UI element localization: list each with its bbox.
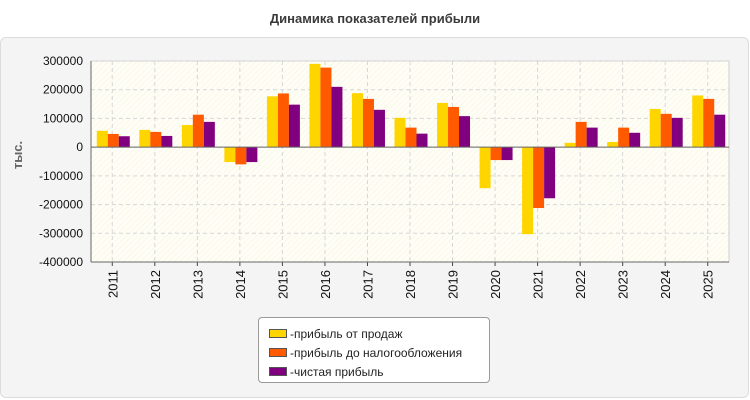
legend-prefix: - xyxy=(290,364,294,379)
bar xyxy=(459,116,471,148)
legend-swatch-pretax-profit xyxy=(269,348,287,357)
y-tick-label: 0 xyxy=(76,140,83,154)
bar xyxy=(309,63,321,148)
bar xyxy=(692,95,704,148)
bar xyxy=(416,133,428,148)
bar xyxy=(150,131,162,148)
bar xyxy=(501,147,513,161)
axes: 300000 200000 100000 0 -100000 -200000 -300000… xyxy=(39,54,729,299)
bar xyxy=(192,114,204,148)
legend-prefix: - xyxy=(290,326,294,341)
bar xyxy=(288,104,300,148)
bar xyxy=(277,93,289,148)
bar xyxy=(448,106,460,148)
bar xyxy=(649,108,661,148)
x-tick-label: 2012 xyxy=(148,270,163,299)
x-tick-label: 2017 xyxy=(360,270,375,299)
bar xyxy=(107,133,119,148)
bar xyxy=(203,121,215,148)
bar xyxy=(373,109,385,148)
legend-item-pretax-profit: - прибыль до налогообложения xyxy=(269,343,489,362)
y-tick-label: 200000 xyxy=(43,83,83,97)
bar xyxy=(235,147,247,165)
x-tick-label: 2015 xyxy=(275,270,290,299)
bar xyxy=(660,113,672,148)
bar xyxy=(479,147,491,189)
legend-item-net-profit: - чистая прибыль xyxy=(269,362,489,381)
bar xyxy=(544,147,556,199)
legend-swatch-sales-profit xyxy=(269,329,287,338)
bar xyxy=(362,98,374,148)
bar xyxy=(118,136,130,148)
bar xyxy=(522,147,534,235)
x-tick-label: 2016 xyxy=(318,270,333,299)
x-tick-label: 2011 xyxy=(105,270,120,298)
legend: - прибыль от продаж - прибыль до налогоо… xyxy=(258,317,490,383)
bar xyxy=(575,121,587,148)
bar xyxy=(618,127,630,148)
y-tick-label: -400000 xyxy=(39,255,83,269)
bar xyxy=(394,117,406,148)
legend-swatch-net-profit xyxy=(269,367,287,376)
bar xyxy=(714,114,726,148)
bars xyxy=(96,63,726,235)
legend-prefix: - xyxy=(290,345,294,360)
bar xyxy=(351,93,363,148)
bar xyxy=(405,127,417,148)
bar xyxy=(490,147,502,161)
chart-title: Динамика показателей прибыли xyxy=(269,11,481,26)
x-tick-label: 2020 xyxy=(488,270,503,299)
bar xyxy=(181,125,193,148)
x-tick-label: 2014 xyxy=(233,270,248,299)
x-tick-label: 2019 xyxy=(446,270,461,299)
bar xyxy=(607,141,619,148)
y-axis-label: тыс. xyxy=(10,141,25,169)
bar xyxy=(586,127,598,148)
bar xyxy=(139,129,151,148)
y-tick-label: 100000 xyxy=(43,111,83,125)
legend-label-sales-profit: прибыль от продаж xyxy=(294,326,403,341)
legend-label-pretax-profit: прибыль до налогообложения xyxy=(294,345,463,360)
bar xyxy=(564,142,576,148)
y-tick-label: 300000 xyxy=(43,54,83,68)
x-tick-label: 2025 xyxy=(701,270,716,299)
bar xyxy=(161,135,173,148)
bar xyxy=(437,102,449,148)
x-tick-label: 2023 xyxy=(616,270,631,299)
x-tick-label: 2024 xyxy=(658,270,673,299)
bar xyxy=(331,86,343,148)
y-tick-label: -100000 xyxy=(39,169,83,183)
legend-item-sales-profit: - прибыль от продаж xyxy=(269,324,489,343)
legend-label-net-profit: чистая прибыль xyxy=(294,364,384,379)
bar xyxy=(629,132,641,148)
bar xyxy=(671,117,683,148)
y-tick-label: -300000 xyxy=(39,226,83,240)
bar xyxy=(533,147,545,209)
bar xyxy=(224,147,236,163)
y-tick-label: -200000 xyxy=(39,198,83,212)
x-tick-label: 2022 xyxy=(573,270,588,299)
bar xyxy=(320,67,332,148)
x-tick-label: 2021 xyxy=(531,270,546,299)
x-tick-label: 2013 xyxy=(190,270,205,299)
bar xyxy=(246,147,258,163)
x-tick-label: 2018 xyxy=(403,270,418,299)
bar xyxy=(703,98,715,148)
bar xyxy=(96,130,108,148)
bar xyxy=(266,96,278,148)
